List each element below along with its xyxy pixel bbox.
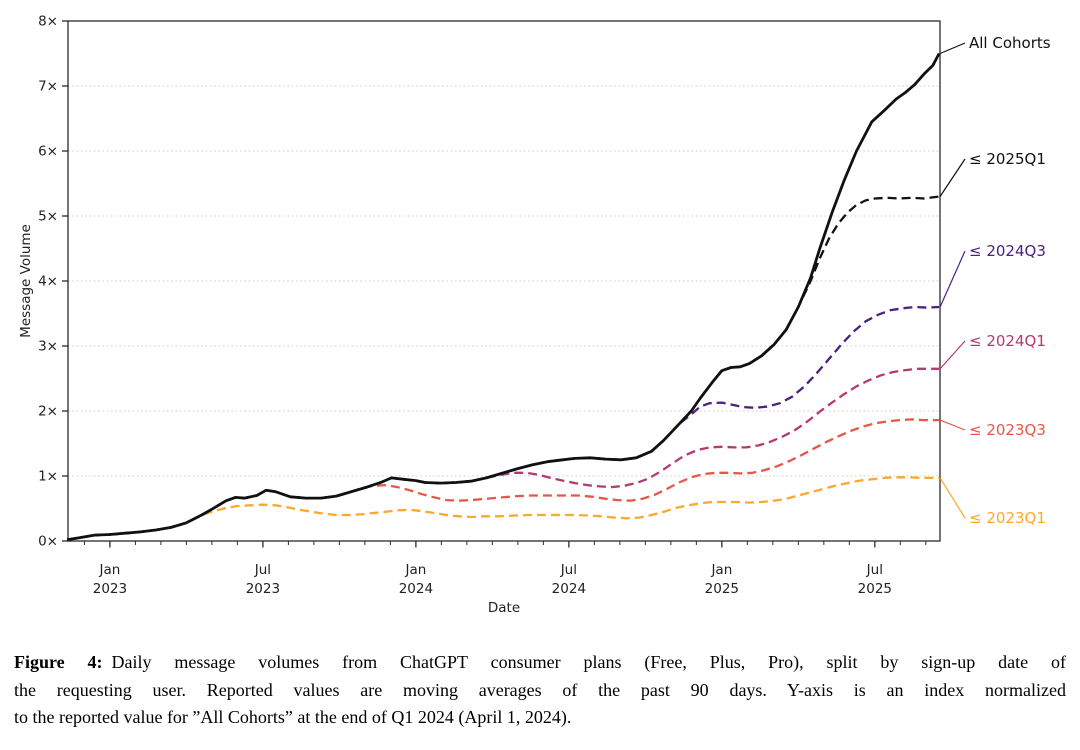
- x-tick-label: Jul: [254, 562, 271, 578]
- leader-line-le-2024q3: [939, 250, 966, 308]
- message-volume-chart: Jan 2023 Jul 2023 Jan 2024 Jul 2024 Jan 2025 Jul 20…: [18, 14, 1051, 616]
- caption-line-3: to the reported value for ”All Cohorts” …: [14, 707, 572, 727]
- caption-line-2: the requesting user. Reported values are…: [14, 679, 1066, 700]
- x-tick-label: Jan: [710, 562, 732, 578]
- leader-line-le-2024q1: [939, 340, 966, 370]
- y-tick-label: 2×: [38, 404, 58, 420]
- x-tick-label: Jan: [404, 562, 426, 578]
- legend-label-le-2024q1: ≤ 2024Q1: [969, 332, 1046, 350]
- line-all-cohorts: [66, 52, 941, 542]
- x-tick-label: 2023: [246, 581, 280, 597]
- line-le-2023q1: [66, 476, 940, 541]
- line-le-2024q3: [66, 305, 940, 541]
- y-tick-label: 8×: [38, 14, 58, 30]
- leader-line-le-2023q1: [939, 477, 966, 519]
- caption-line-1: Figure 4: Daily message volumes from Cha…: [14, 649, 1066, 677]
- x-tick-label: Jul: [560, 562, 577, 578]
- y-tick-label: 3×: [38, 339, 58, 355]
- caption-text-1: Daily message volumes from ChatGPT consu…: [111, 652, 1067, 672]
- x-tick-label: 2024: [552, 581, 586, 597]
- legend-label-le-2023q3: ≤ 2023Q3: [969, 421, 1046, 439]
- y-tick-label: 0×: [38, 534, 58, 550]
- y-tick-label: 5×: [38, 209, 58, 225]
- leader-line-le-2023q3: [939, 419, 966, 431]
- x-axis-label: Date: [488, 600, 520, 616]
- plot-border: [67, 20, 941, 542]
- legend-label-le-2023q1: ≤ 2023Q1: [969, 509, 1046, 527]
- x-tick-label: 2025: [705, 581, 739, 597]
- legend-label-le-2024q3: ≤ 2024Q3: [969, 242, 1046, 260]
- legend-label-le-2025q1: ≤ 2025Q1: [969, 150, 1046, 168]
- legend-label-all-cohorts: All Cohorts: [969, 34, 1051, 52]
- leader-line-le-2025q1: [939, 158, 966, 197]
- y-tick-label: 1×: [38, 469, 58, 485]
- x-tick-label: 2024: [399, 581, 433, 597]
- figure-caption: Figure 4: Daily message volumes from Cha…: [14, 649, 1066, 732]
- y-tick-label: 7×: [38, 79, 58, 95]
- y-tick-label: 6×: [38, 144, 58, 160]
- line-le-2024q1: [66, 367, 940, 541]
- y-tick-label: 4×: [38, 274, 58, 290]
- x-tick-label: Jan: [99, 562, 121, 578]
- line-le-2023q3: [66, 418, 940, 541]
- x-tick-label: 2025: [858, 581, 892, 597]
- caption-figure-label: Figure 4:: [14, 652, 103, 672]
- x-tick-label: Jul: [866, 562, 883, 578]
- y-axis-label: Message Volume: [18, 224, 34, 338]
- leader-line-all-cohorts: [939, 42, 966, 55]
- x-tick-label: 2023: [93, 581, 127, 597]
- line-le-2025q1: [66, 195, 940, 541]
